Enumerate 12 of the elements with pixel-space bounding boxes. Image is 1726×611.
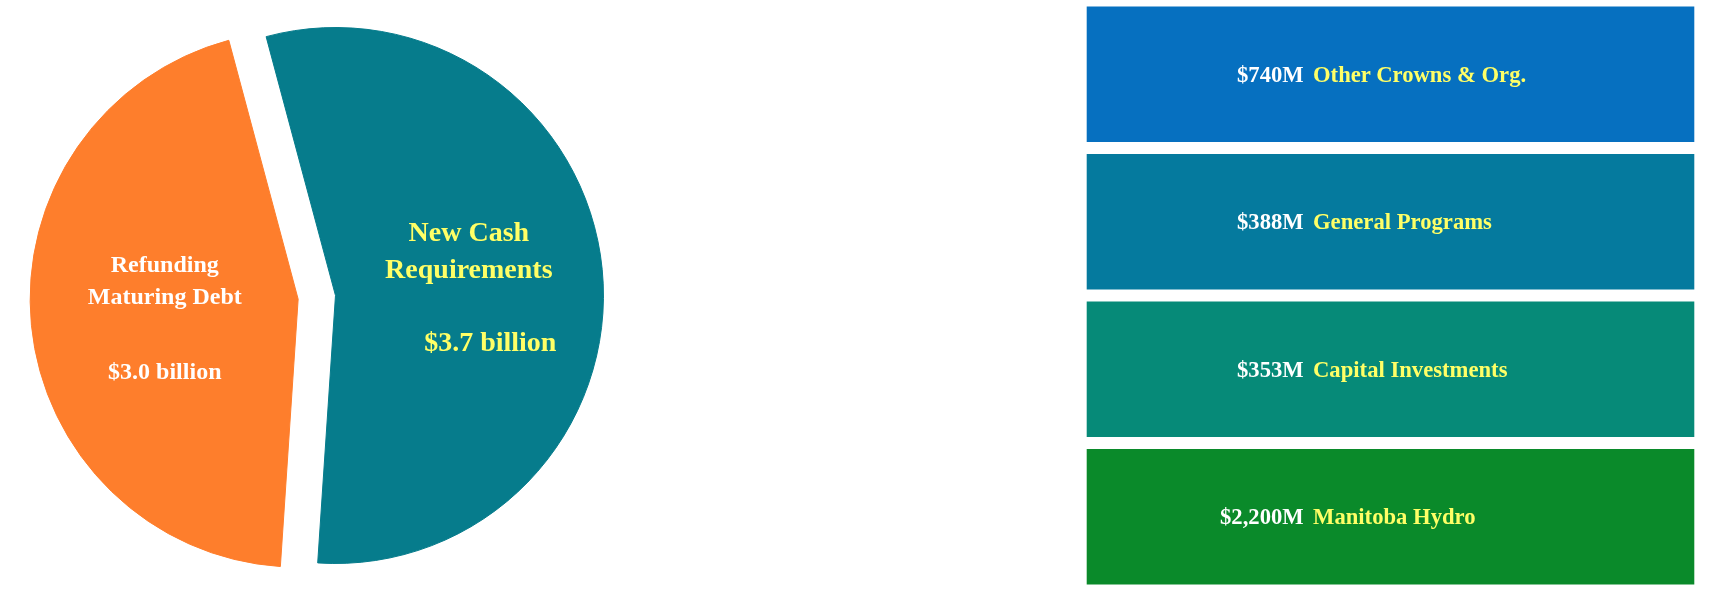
slice-label: Refunding Maturing Debt [87,251,242,309]
category-label: General Programs [1313,209,1493,235]
text: $353M [1237,356,1304,382]
slice-label: New Cash Requirements [385,216,553,285]
data-label: $3.7 billion [424,325,557,357]
text: $388M [1237,209,1304,235]
category-label: Manitoba Hydro [1313,504,1476,530]
text: $740M [1237,61,1304,87]
data-label: $3.0 billion [108,358,222,385]
text: $2,200M [1220,504,1304,530]
category-label: Capital Investments [1313,356,1508,382]
category-label: Other Crowns & Org. [1313,61,1527,87]
